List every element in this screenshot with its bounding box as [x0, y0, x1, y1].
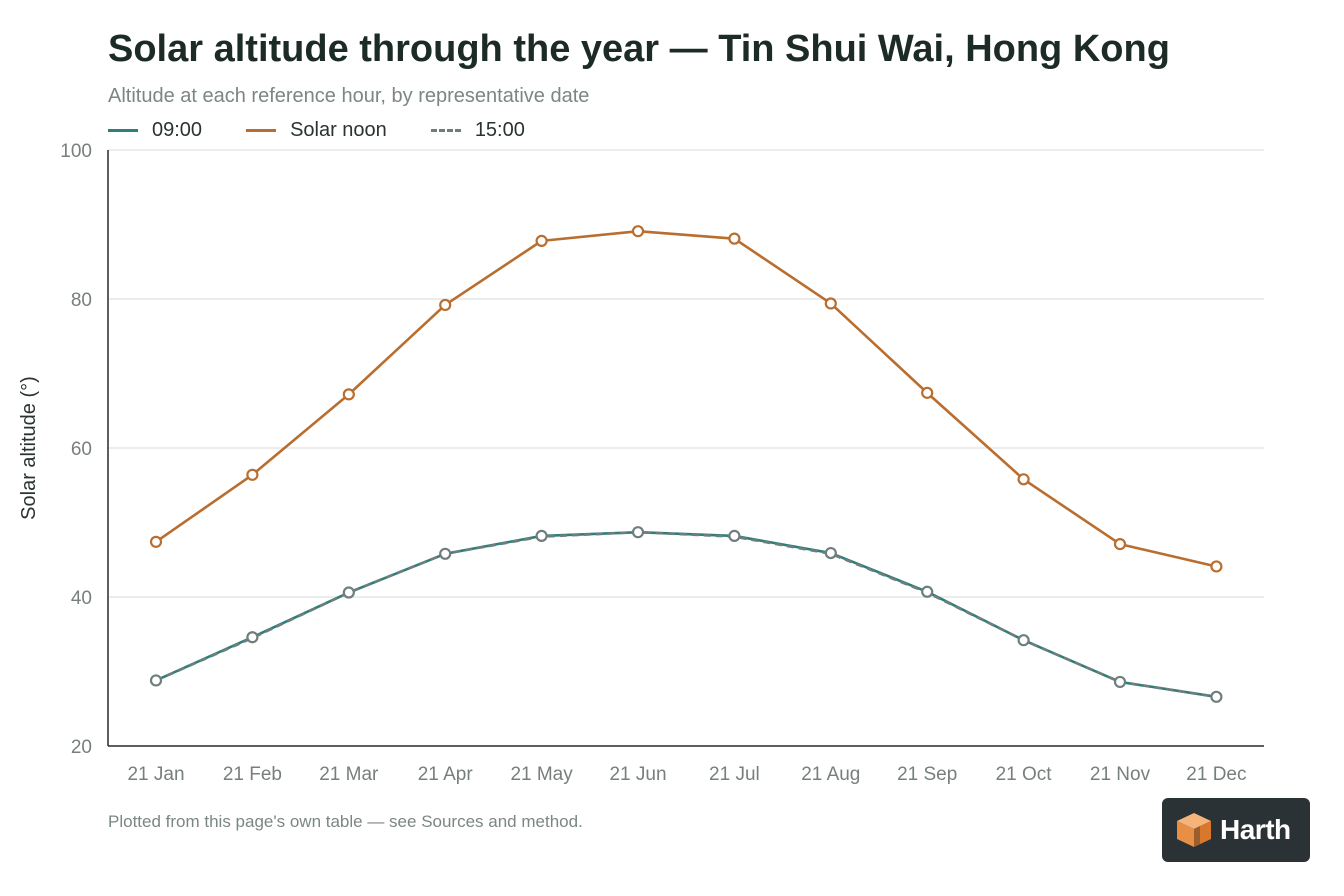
data-point-noon [631, 225, 645, 238]
data-point-morning [535, 529, 548, 543]
series [149, 225, 1223, 703]
data-point-noon [1210, 560, 1223, 573]
x-tick-label: 21 Jan [127, 764, 184, 785]
legend-label-noon: Solar noon [290, 119, 387, 141]
logo-cube-icon [1177, 813, 1211, 847]
x-tick-label: 21 Mar [319, 764, 379, 785]
data-point-noon [439, 298, 452, 312]
x-tick-label: 21 May [510, 764, 573, 785]
data-point-noon [1017, 473, 1030, 486]
legend-item-morning: 09:00 [108, 119, 202, 142]
data-point-morning [921, 585, 934, 598]
x-tick-label: 21 Jun [609, 764, 666, 785]
data-point-morning [631, 526, 645, 539]
series-line-noon [155, 229, 1217, 568]
data-point-morning [728, 529, 741, 543]
y-tick-label: 60 [71, 439, 92, 460]
data-point-noon [728, 232, 741, 245]
legend-swatch-morning [108, 129, 138, 132]
data-point-noon [1113, 538, 1127, 551]
legend-swatch-afternoon [430, 129, 461, 132]
series-line-afternoon [155, 530, 1217, 699]
legend-item-noon: Solar noon [246, 119, 387, 142]
data-point-morning [1210, 690, 1223, 703]
x-tick-label: 21 Jul [709, 764, 760, 785]
footnote: Plotted from this page's own table — see… [108, 812, 583, 831]
y-axis-label: Solar altitude (°) [18, 376, 40, 520]
data-point-noon [149, 535, 163, 548]
data-point-morning [1017, 634, 1030, 647]
y-tick-label: 100 [60, 141, 92, 162]
chart-title: Solar altitude through the year — Tin Sh… [108, 28, 1170, 70]
data-point-morning [246, 631, 259, 644]
data-point-morning [824, 546, 837, 560]
logo-text: Harth [1220, 814, 1291, 845]
series-line-morning [155, 530, 1217, 699]
y-tick-label: 80 [71, 290, 92, 311]
data-point-noon [824, 297, 837, 310]
data-point-noon [535, 234, 548, 247]
x-tick-label: 21 Nov [1090, 764, 1151, 785]
y-tick-label: 20 [71, 737, 92, 758]
data-point-morning [439, 547, 452, 560]
data-point-noon [246, 468, 259, 481]
gridlines [108, 149, 1264, 598]
y-tick-label: 40 [71, 588, 92, 609]
legend-swatch-noon [246, 129, 277, 132]
x-tick-label: 21 Aug [801, 764, 860, 785]
axes: 20 40 60 80 100 21 Jan 21 Feb 21 Mar 21 Apr 21 Ma… [60, 141, 1264, 785]
legend-item-afternoon: 15:00 [430, 119, 525, 142]
data-point-morning [342, 586, 355, 599]
x-tick-label: 21 Apr [418, 764, 474, 785]
legend-label-afternoon: 15:00 [474, 119, 525, 141]
x-tick-label: 21 Sep [897, 764, 957, 785]
chart-subtitle: Altitude at each reference hour, by repr… [108, 85, 590, 107]
x-tick-label: 21 Dec [1186, 764, 1246, 785]
x-tick-label: 21 Feb [223, 764, 282, 785]
data-point-morning [1113, 675, 1127, 689]
legend: 09:00 Solar noon 15:00 [108, 119, 569, 142]
data-point-noon [921, 386, 934, 399]
x-tick-label: 21 Oct [996, 764, 1053, 785]
legend-label-morning: 09:00 [152, 119, 203, 141]
data-point-morning [149, 674, 163, 687]
data-point-noon [342, 388, 355, 401]
brand-logo: Harth [1162, 798, 1310, 862]
